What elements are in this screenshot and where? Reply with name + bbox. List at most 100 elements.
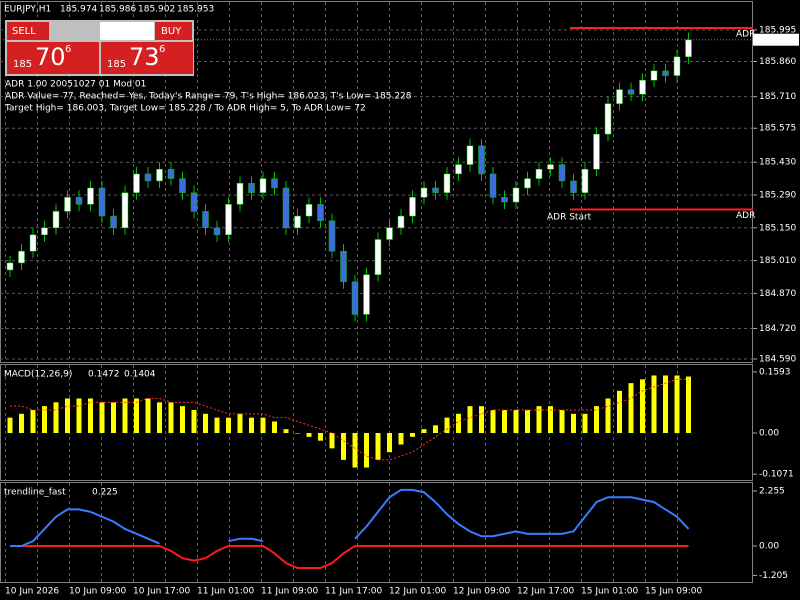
macd-bar (237, 413, 243, 434)
ohlc-value: 185.902 (138, 5, 175, 15)
y-tick-label: 0.00 (759, 542, 779, 552)
candle-body (18, 250, 25, 264)
y-tick-label: 185.150 (759, 223, 796, 233)
indicator-line (10, 545, 689, 569)
panel-value: 0.225 (92, 488, 118, 498)
candle-body (351, 281, 359, 315)
ohlc-value: 185.974 (60, 5, 97, 15)
candle-body (225, 204, 232, 236)
macd-bar (651, 375, 657, 434)
indicator-line (10, 488, 690, 548)
panel-title: MACD(12,26,9) (4, 370, 72, 380)
macd-bar (536, 406, 542, 434)
price-big-figure[interactable]: 185 (13, 59, 32, 70)
y-tick-label: 185.290 (759, 190, 796, 200)
y-tick-label: 0.00 (759, 429, 779, 439)
buy-label[interactable]: BUY (161, 26, 182, 37)
macd-bar (548, 406, 553, 434)
macd-bar (226, 417, 231, 434)
info-line: ADR Value= 77, Reached= Yes, Today's Ran… (5, 92, 412, 102)
macd-bar (134, 398, 139, 434)
lot-value[interactable]: 0.05 (125, 26, 147, 37)
candle-body (374, 239, 382, 275)
candle-body (616, 89, 623, 104)
candle-body (489, 173, 497, 198)
chart-title: EURJPY,H1 (4, 5, 51, 15)
panel-title: trendline_fast (4, 488, 66, 498)
candle-body (363, 274, 370, 315)
candle-body (144, 173, 152, 182)
candle-body (478, 145, 485, 175)
candle-body (110, 215, 117, 229)
candle-body (294, 215, 301, 229)
macd-bar (479, 406, 484, 434)
macd-bar (490, 409, 496, 434)
price-fraction[interactable]: 6 (159, 44, 165, 55)
buy_price-box[interactable] (101, 42, 193, 74)
macd-bar (88, 398, 93, 434)
macd-bar (168, 402, 174, 434)
macd-bar (122, 398, 128, 434)
candle-body (581, 168, 589, 193)
candle-body (52, 211, 60, 229)
macd-bar (180, 406, 185, 434)
macd-bar (191, 409, 197, 434)
candle-body (328, 220, 336, 252)
macd-bar (582, 413, 588, 434)
candle-body (236, 183, 244, 205)
macd-bar (272, 421, 277, 434)
x-tick-label: 11 Jun 09:00 (261, 587, 318, 597)
panel-value: 0.1404 (124, 370, 156, 380)
y-tick-label: 184.590 (759, 354, 796, 364)
macd-bar (329, 433, 335, 449)
macd-bar (203, 413, 208, 434)
price-pips[interactable]: 70 (35, 43, 66, 71)
macd-bar (467, 406, 473, 434)
macd-bar (30, 409, 36, 434)
candle-body (455, 164, 462, 175)
macd-bar (7, 417, 13, 434)
sell-button[interactable] (7, 22, 49, 40)
x-tick-label: 11 Jun 01:00 (197, 587, 254, 597)
candle-body (547, 164, 554, 170)
y-tick-label: 185.860 (759, 57, 796, 67)
last-price-label: 185.953 (756, 35, 793, 45)
buy-button[interactable] (155, 22, 192, 40)
panel-frames (0, 1, 753, 583)
candle-body (627, 89, 635, 95)
candle-body (282, 187, 290, 229)
price-fraction[interactable]: 6 (65, 44, 71, 55)
macd-bar (525, 409, 530, 434)
macd-bar (76, 398, 82, 434)
macd-bar (502, 409, 507, 434)
panel-value: 0.1472 (88, 370, 120, 380)
y-tick-label: 185.710 (759, 92, 796, 102)
candle-body (29, 234, 37, 252)
candle-body (202, 211, 209, 229)
candle-body (443, 173, 451, 193)
macd-frame (0, 364, 753, 481)
macd-bar (663, 375, 668, 434)
price-big-figure[interactable]: 185 (107, 59, 126, 70)
y-tick-label: 184.870 (759, 289, 796, 299)
macd-bar (444, 417, 450, 434)
candle-body (512, 187, 520, 203)
macd-bar (260, 417, 266, 434)
price-pips[interactable]: 73 (129, 43, 160, 71)
macd-bar (605, 398, 611, 434)
candle-body (673, 56, 681, 76)
ohlc-value: 185.986 (99, 5, 136, 15)
candle-body (501, 197, 508, 203)
sell-label[interactable]: SELL (12, 26, 36, 37)
candle-body (650, 70, 658, 81)
annotation: ADR Start (547, 213, 592, 223)
macd-bar (19, 413, 24, 434)
macd-bar (674, 375, 680, 434)
macd-bar (283, 429, 289, 434)
candle-body (41, 227, 48, 236)
x-tick-label: 15 Jun 09:00 (645, 587, 702, 597)
lot-field[interactable] (100, 22, 154, 40)
macd-bar (318, 433, 323, 441)
sell_price-box[interactable] (7, 42, 99, 74)
